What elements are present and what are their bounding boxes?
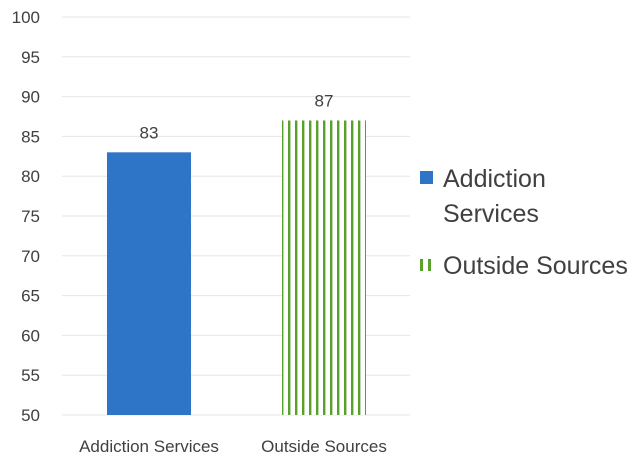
y-tick-label-50: 50 <box>21 406 40 425</box>
y-tick-label-95: 95 <box>21 48 40 67</box>
legend-swatch-addiction-services <box>420 171 433 184</box>
legend: Addiction Services Outside Sources <box>420 165 628 280</box>
y-tick-label-100: 100 <box>12 8 40 27</box>
bar-addiction-services <box>107 152 191 415</box>
legend-label-addiction-services-line2: Services <box>443 200 539 228</box>
category-label-addiction-services: Addiction Services <box>79 437 219 456</box>
y-tick-label-85: 85 <box>21 127 40 146</box>
x-axis-category-labels: Addiction Services Outside Sources <box>79 437 387 456</box>
y-tick-label-60: 60 <box>21 326 40 345</box>
bar-outside-sources <box>282 120 366 415</box>
data-label-addiction-services: 83 <box>140 123 159 142</box>
y-tick-label-80: 80 <box>21 167 40 186</box>
y-tick-label-70: 70 <box>21 247 40 266</box>
y-tick-label-55: 55 <box>21 366 40 385</box>
legend-swatch-outside-sources <box>420 259 431 271</box>
y-tick-label-75: 75 <box>21 207 40 226</box>
y-tick-label-90: 90 <box>21 88 40 107</box>
legend-label-outside-sources: Outside Sources <box>443 252 628 280</box>
bars <box>107 120 366 415</box>
data-labels: 83 87 <box>140 91 334 142</box>
legend-label-addiction-services-line1: Addiction <box>443 165 546 193</box>
y-tick-label-65: 65 <box>21 287 40 306</box>
y-axis-tick-labels: 50 55 60 65 70 75 80 85 90 95 100 <box>12 8 40 425</box>
data-label-outside-sources: 87 <box>315 91 334 110</box>
category-label-outside-sources: Outside Sources <box>261 437 387 456</box>
